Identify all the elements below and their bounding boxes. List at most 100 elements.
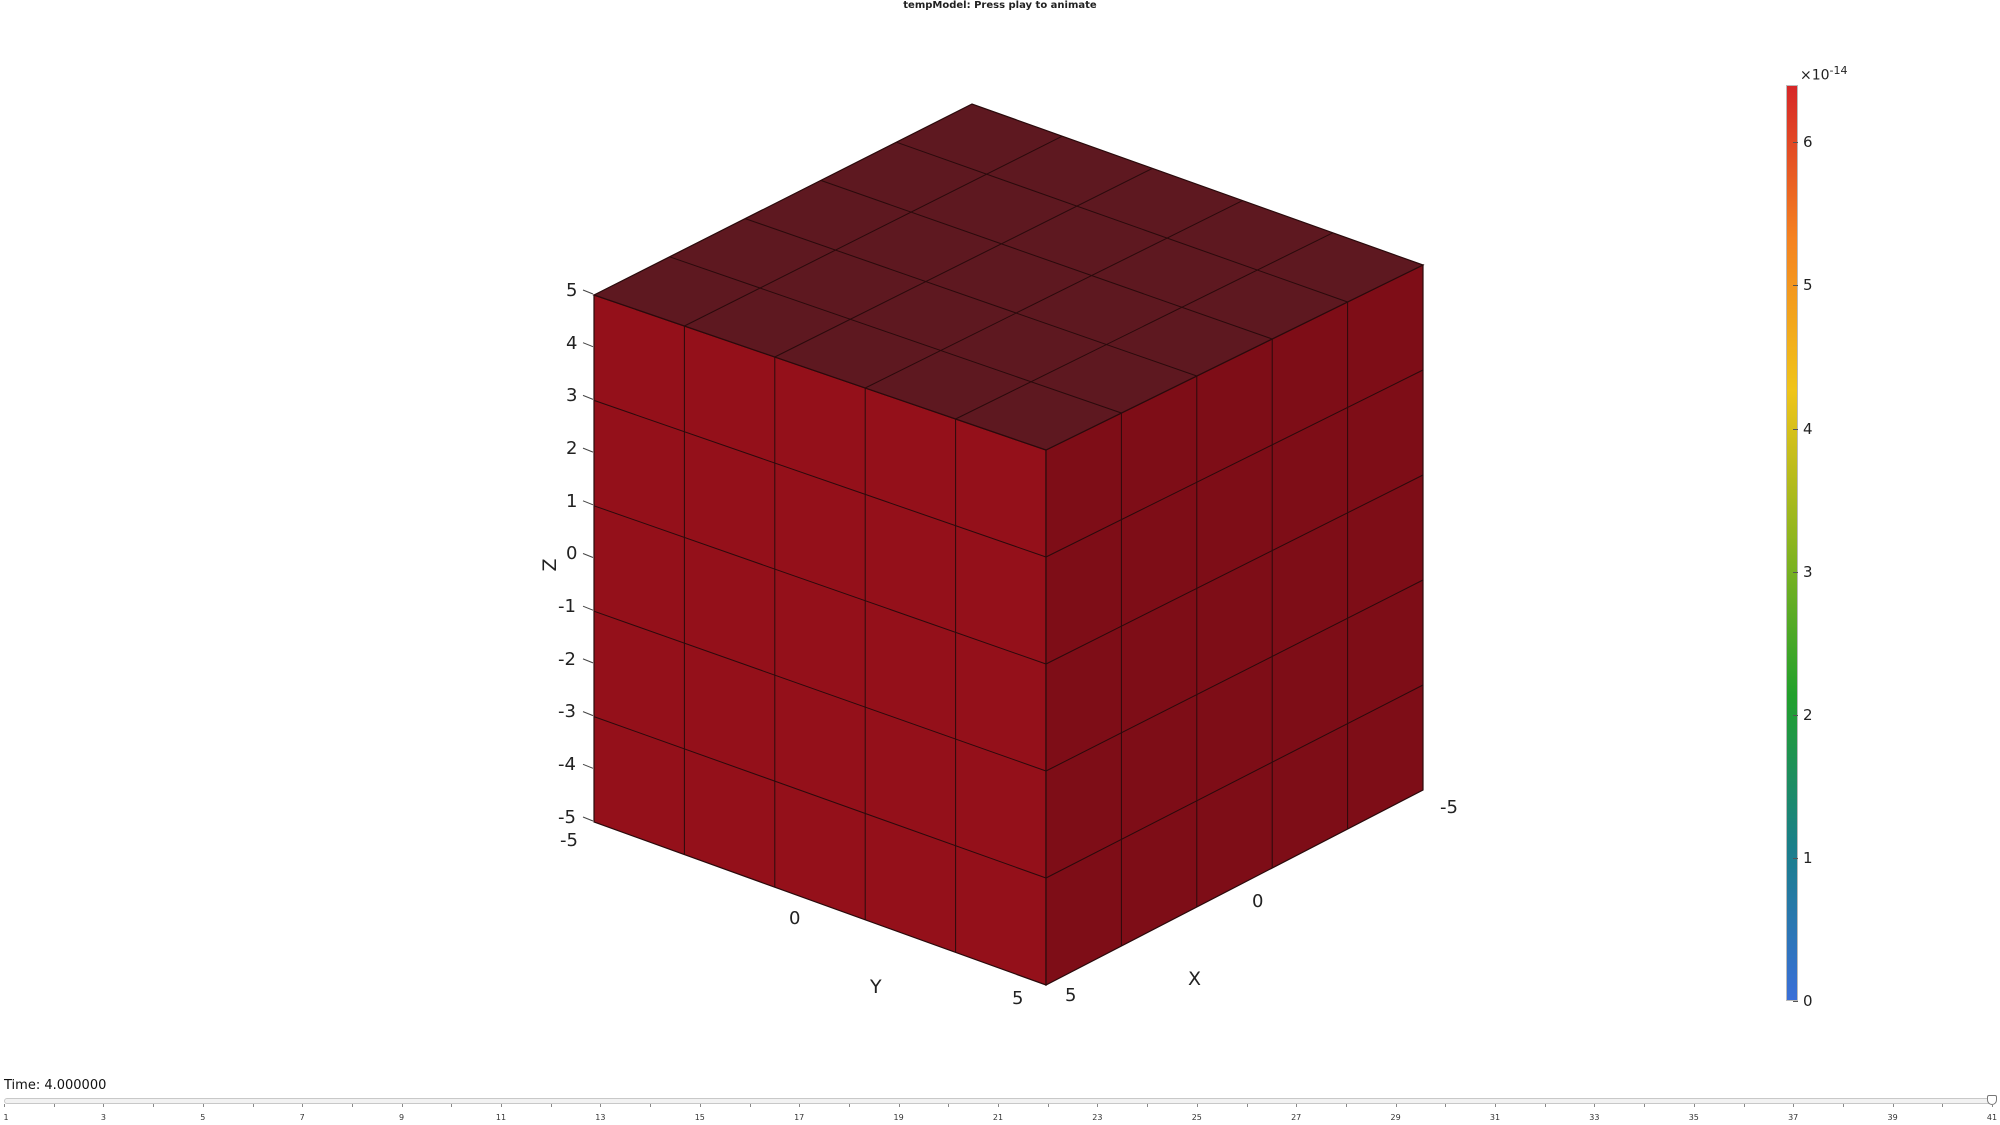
z-tick-m4: -4 xyxy=(558,754,576,775)
top-grid-line xyxy=(864,200,1243,389)
colorbar-label: 1 xyxy=(1803,848,1813,867)
x-tick-m5: -5 xyxy=(1440,797,1458,818)
y-tick-0: 0 xyxy=(789,908,800,929)
top-face xyxy=(592,103,1425,451)
slider-tick xyxy=(749,1104,751,1107)
slider-tick xyxy=(153,1104,155,1107)
slider-tick-label: 5 xyxy=(200,1113,206,1122)
slider-tick-label: 1 xyxy=(3,1113,9,1122)
slider-tick xyxy=(1992,1104,1993,1107)
top-grid-line xyxy=(774,167,1153,358)
z-tick-m1: -1 xyxy=(558,596,576,617)
colorbar-label: 2 xyxy=(1803,705,1813,724)
slider-tick xyxy=(650,1104,652,1107)
slider-tick xyxy=(1495,1104,1496,1107)
slider-tick-label: 17 xyxy=(794,1113,805,1122)
z-tick-mark xyxy=(582,605,594,611)
z-axis-label: Z xyxy=(539,558,561,571)
colorbar-label: 0 xyxy=(1803,992,1813,1010)
time-readout: Time: 4.000000 xyxy=(4,1078,107,1093)
slider-tick xyxy=(501,1104,502,1107)
slider-tick-label: 39 xyxy=(1887,1113,1898,1122)
colorbar-tick xyxy=(1793,857,1798,859)
colorbar xyxy=(1786,85,1798,1001)
top-grid-line xyxy=(896,141,1348,303)
z-tick-5: 5 xyxy=(566,280,577,301)
top-grid-line xyxy=(955,232,1334,420)
z-tick-mark xyxy=(582,447,594,453)
slider-tick-label: 35 xyxy=(1688,1113,1699,1122)
front-grid-line xyxy=(593,505,1047,665)
slider-tick-label: 23 xyxy=(1092,1113,1103,1122)
slider-tick xyxy=(898,1104,900,1107)
z-tick-mark xyxy=(582,816,594,822)
mesh-cube xyxy=(592,103,1425,986)
front-grid-line xyxy=(593,716,1047,879)
slider-tick xyxy=(799,1104,801,1107)
x-axis-label: X xyxy=(1188,968,1201,990)
slider-tick-label: 33 xyxy=(1589,1113,1600,1122)
y-tick-5: 5 xyxy=(1012,988,1023,1009)
slider-tick xyxy=(1246,1104,1248,1107)
slider-tick-label: 31 xyxy=(1489,1113,1501,1122)
z-tick-m5: -5 xyxy=(558,807,576,828)
x-tick-5: 5 xyxy=(1065,985,1076,1006)
slider-tick xyxy=(53,1104,55,1107)
slider-tick-label: 29 xyxy=(1390,1113,1401,1122)
slider-tick xyxy=(550,1104,552,1107)
front-grid-line xyxy=(593,610,1047,772)
z-tick-mark xyxy=(582,553,594,558)
colorbar-tick xyxy=(1793,428,1798,430)
axis-ticks xyxy=(582,289,594,822)
slider-tick xyxy=(998,1104,999,1107)
axis-labels: 5 4 3 2 1 0 -1 -2 -3 -4 -5 -5 0 5 -5 0 5… xyxy=(539,280,1458,1009)
right-grid-line xyxy=(1045,579,1424,772)
slider-tick-label: 15 xyxy=(694,1113,705,1122)
slider-tick-label: 11 xyxy=(495,1113,507,1122)
colorbar-exponent: ×10-14 xyxy=(1800,64,1848,84)
slider-tick-label: 3 xyxy=(100,1113,106,1122)
slider-tick xyxy=(1842,1104,1844,1107)
slider-tick xyxy=(600,1104,602,1107)
slider-tick-label: 13 xyxy=(595,1113,606,1122)
slider-tick-label: 7 xyxy=(299,1113,305,1122)
slider-tick-label: 27 xyxy=(1291,1113,1302,1122)
z-tick-mark xyxy=(582,711,594,717)
z-tick-3: 3 xyxy=(566,385,577,406)
slider-tick xyxy=(699,1104,701,1107)
y-axis-label: Y xyxy=(869,976,882,998)
slider-ticks: 1 3 5 7 9 11 13 15 17 19 21 23 25 27 29 31 33 35 37 39 41 xyxy=(0,1104,2000,1124)
right-grid-line xyxy=(1045,474,1424,665)
slider-tick xyxy=(1644,1104,1646,1107)
slider-tick xyxy=(1097,1104,1099,1107)
colorbar-tick xyxy=(1793,1001,1798,1002)
z-tick-2: 2 xyxy=(566,438,577,459)
slider-tick xyxy=(351,1104,353,1107)
slider-tick xyxy=(1445,1104,1447,1107)
slider-tick-label: 37 xyxy=(1788,1113,1799,1122)
z-tick-4: 4 xyxy=(566,333,577,354)
colorbar-tick xyxy=(1793,285,1798,287)
z-tick-mark xyxy=(582,500,594,506)
z-tick-mark xyxy=(582,394,594,400)
slider-tick xyxy=(1793,1104,1795,1107)
slider-tick xyxy=(202,1104,204,1107)
right-grid-line xyxy=(1045,369,1424,558)
z-tick-mark xyxy=(582,763,594,769)
front-grid-line xyxy=(593,399,1047,558)
z-tick-1: 1 xyxy=(566,491,577,512)
slider-tick xyxy=(1147,1104,1149,1107)
slider-tick xyxy=(948,1104,950,1107)
colorbar-label: 4 xyxy=(1803,419,1813,438)
slider-tick xyxy=(848,1104,850,1107)
z-tick-m2: -2 xyxy=(558,649,576,670)
slider-tick xyxy=(1196,1104,1198,1107)
slider-tick-label: 9 xyxy=(399,1113,405,1122)
z-tick-mark xyxy=(582,658,594,664)
x-tick-0: 0 xyxy=(1252,891,1263,912)
slider-tick xyxy=(1693,1104,1695,1107)
top-grid-line xyxy=(820,179,1273,340)
z-tick-0: 0 xyxy=(566,543,577,564)
slider-tick-label: 19 xyxy=(893,1113,904,1122)
